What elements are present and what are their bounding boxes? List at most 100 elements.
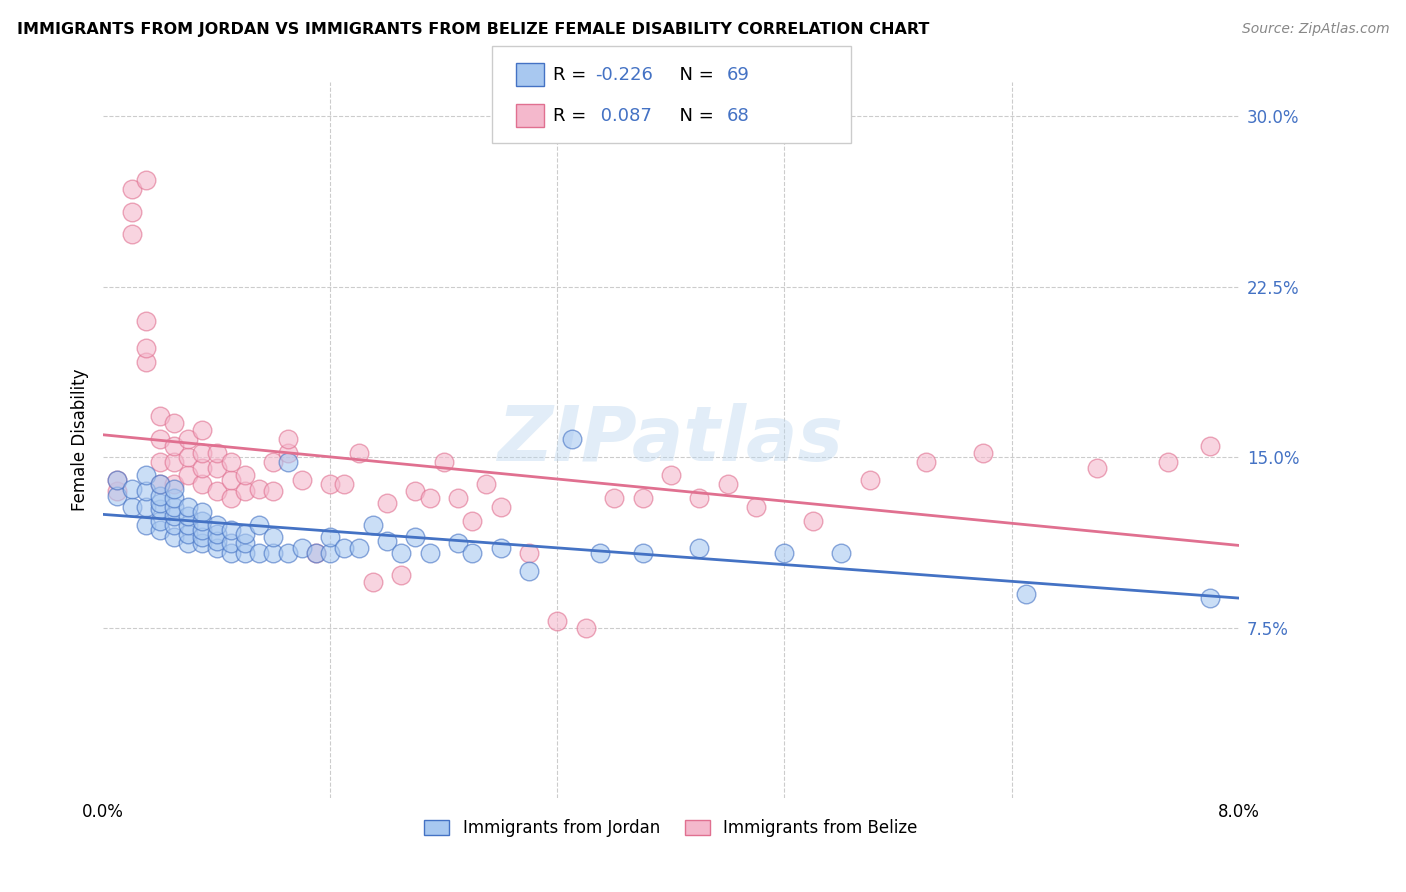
Point <box>149 455 172 469</box>
Point <box>389 545 412 559</box>
Point <box>262 530 284 544</box>
Point <box>191 461 214 475</box>
Point <box>177 518 200 533</box>
Point <box>163 416 186 430</box>
Point <box>121 482 143 496</box>
Point <box>135 468 157 483</box>
Point <box>219 536 242 550</box>
Point <box>205 461 228 475</box>
Point <box>801 514 824 528</box>
Point <box>361 575 384 590</box>
Point <box>1156 455 1178 469</box>
Point <box>205 527 228 541</box>
Point <box>319 477 342 491</box>
Point <box>773 545 796 559</box>
Point <box>219 491 242 505</box>
Point <box>247 545 270 559</box>
Point <box>135 484 157 499</box>
Point <box>149 409 172 424</box>
Text: ZIPatlas: ZIPatlas <box>498 403 844 477</box>
Point <box>858 473 880 487</box>
Point <box>404 530 426 544</box>
Point <box>291 541 314 555</box>
Point <box>233 536 256 550</box>
Point <box>191 536 214 550</box>
Point <box>1015 586 1038 600</box>
Point <box>830 545 852 559</box>
Point <box>475 477 498 491</box>
Point <box>191 445 214 459</box>
Point <box>375 534 398 549</box>
Point <box>163 491 186 505</box>
Point <box>121 500 143 514</box>
Point <box>105 484 128 499</box>
Point <box>333 541 356 555</box>
Point <box>589 545 612 559</box>
Point <box>105 473 128 487</box>
Point <box>163 530 186 544</box>
Point <box>972 445 994 459</box>
Point <box>233 527 256 541</box>
Point <box>135 354 157 368</box>
Point <box>149 489 172 503</box>
Point <box>489 500 512 514</box>
Point <box>631 545 654 559</box>
Point <box>205 541 228 555</box>
Point <box>560 432 582 446</box>
Point <box>191 514 214 528</box>
Point <box>489 541 512 555</box>
Point <box>233 468 256 483</box>
Point <box>517 564 540 578</box>
Point <box>361 518 384 533</box>
Point <box>319 545 342 559</box>
Point <box>447 536 470 550</box>
Point <box>205 484 228 499</box>
Y-axis label: Female Disability: Female Disability <box>72 368 89 511</box>
Point <box>603 491 626 505</box>
Point <box>149 514 172 528</box>
Point <box>163 509 186 524</box>
Point <box>135 518 157 533</box>
Point <box>277 432 299 446</box>
Text: R =: R = <box>553 107 592 126</box>
Point <box>419 491 441 505</box>
Text: 68: 68 <box>727 107 749 126</box>
Text: -0.226: -0.226 <box>595 66 652 85</box>
Point <box>1199 439 1222 453</box>
Point <box>433 455 456 469</box>
Point <box>375 495 398 509</box>
Point <box>219 523 242 537</box>
Point <box>688 491 710 505</box>
Point <box>121 204 143 219</box>
Text: IMMIGRANTS FROM JORDAN VS IMMIGRANTS FROM BELIZE FEMALE DISABILITY CORRELATION C: IMMIGRANTS FROM JORDAN VS IMMIGRANTS FRO… <box>17 22 929 37</box>
Legend: Immigrants from Jordan, Immigrants from Belize: Immigrants from Jordan, Immigrants from … <box>418 813 924 844</box>
Point <box>163 477 186 491</box>
Point <box>135 500 157 514</box>
Point <box>135 313 157 327</box>
Point <box>177 450 200 464</box>
Point <box>163 500 186 514</box>
Point <box>247 518 270 533</box>
Text: 69: 69 <box>727 66 749 85</box>
Point <box>205 518 228 533</box>
Point <box>233 545 256 559</box>
Point <box>915 455 938 469</box>
Point <box>191 477 214 491</box>
Point <box>191 423 214 437</box>
Point <box>135 172 157 186</box>
Point <box>419 545 441 559</box>
Point <box>177 500 200 514</box>
Text: R =: R = <box>553 66 592 85</box>
Point <box>319 530 342 544</box>
Point <box>389 568 412 582</box>
Point <box>219 545 242 559</box>
Point <box>262 455 284 469</box>
Point <box>149 477 172 491</box>
Text: Source: ZipAtlas.com: Source: ZipAtlas.com <box>1241 22 1389 37</box>
Point <box>177 468 200 483</box>
Point <box>163 518 186 533</box>
Point <box>163 455 186 469</box>
Text: N =: N = <box>668 66 720 85</box>
Point <box>688 541 710 555</box>
Point <box>205 445 228 459</box>
